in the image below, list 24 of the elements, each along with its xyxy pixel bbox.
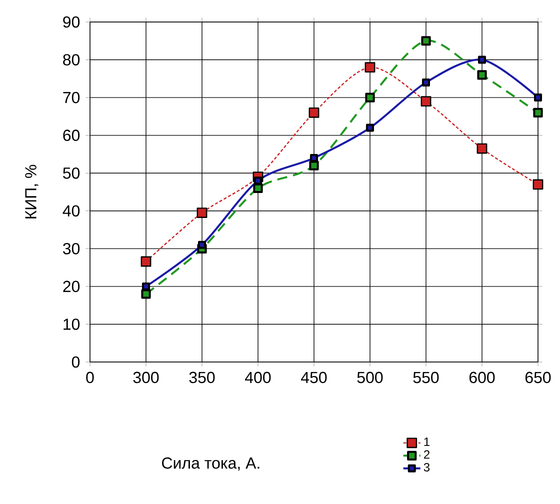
- y-tick-label: 0: [72, 356, 80, 368]
- y-tick-label: 20: [63, 280, 80, 292]
- legend-label: 3: [424, 463, 430, 472]
- x-tick-label: 550: [413, 372, 439, 384]
- y-tick-label: 90: [63, 16, 80, 28]
- y-tick-label: 10: [64, 318, 80, 330]
- x-tick-label: 400: [245, 372, 271, 384]
- x-tick-label: 450: [301, 372, 327, 384]
- legend-label: 2: [424, 450, 430, 459]
- x-tick-label: 0: [86, 372, 94, 384]
- x-tick-label: 650: [525, 372, 551, 384]
- x-tick-label: 350: [189, 372, 215, 384]
- y-tick-label: 70: [63, 92, 80, 104]
- x-tick-label: 500: [357, 372, 383, 384]
- legend-label: 1: [424, 438, 430, 446]
- y-tick-label: 60: [63, 130, 80, 141]
- x-tick-label: 300: [133, 372, 159, 384]
- y-tick-label: 30: [63, 243, 80, 254]
- y-tick-label: 40: [62, 205, 80, 217]
- x-tick-label: 600: [469, 372, 495, 384]
- y-axis-title: КИП, %: [25, 164, 38, 218]
- y-tick-label: 80: [63, 54, 80, 66]
- y-tick-label: 50: [63, 167, 80, 179]
- x-axis-title: Сила тока, А.: [162, 457, 260, 471]
